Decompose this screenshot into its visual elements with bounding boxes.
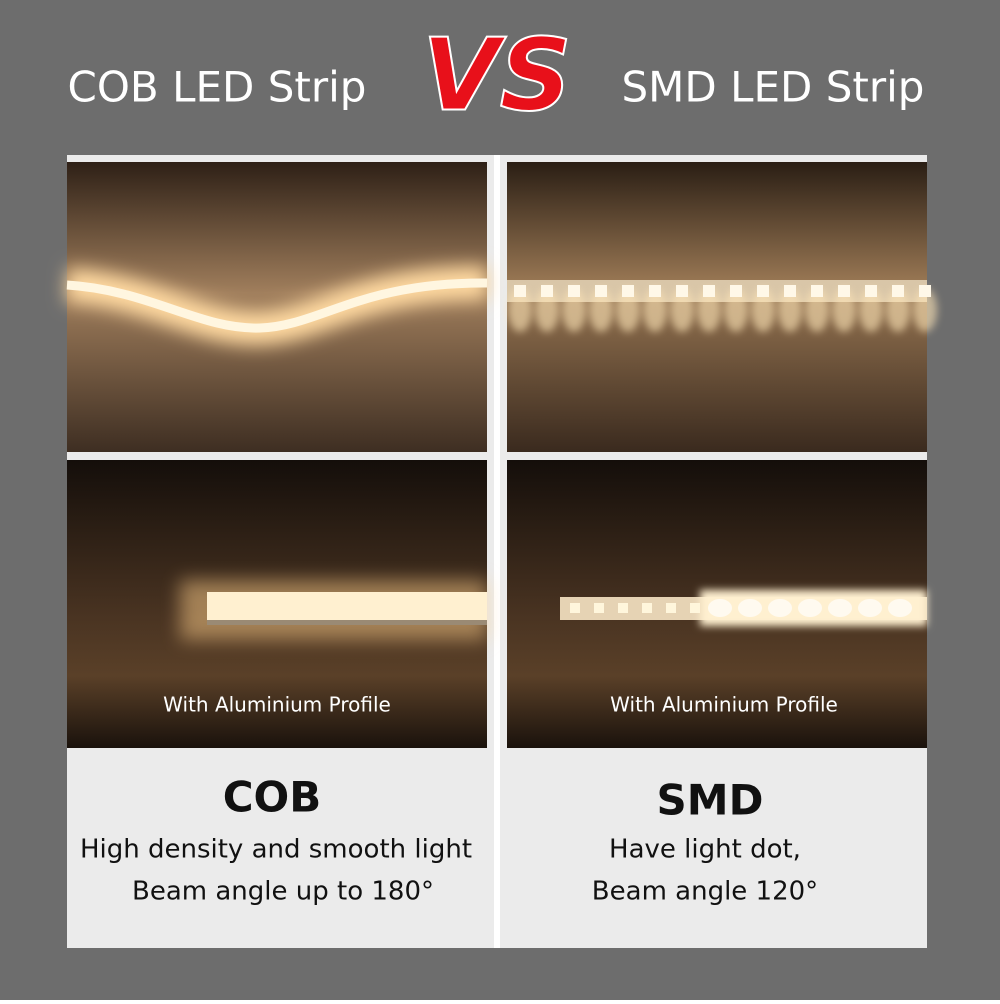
light-glow (697, 288, 721, 332)
light-glow (535, 288, 559, 332)
led-chip (757, 285, 769, 297)
led-chip (622, 285, 634, 297)
light-glow (778, 288, 802, 332)
led-chip (730, 285, 742, 297)
led-chip (784, 285, 796, 297)
light-glow (913, 288, 937, 332)
led-chip (838, 285, 850, 297)
led-chip (690, 603, 700, 613)
led-chip (666, 603, 676, 613)
panel-line: High density and smooth light (80, 835, 472, 865)
led-chip (892, 285, 904, 297)
led-chip (541, 285, 553, 297)
divider (494, 155, 500, 948)
light-glow (751, 288, 775, 332)
light-glow (832, 288, 856, 332)
led-chip (865, 285, 877, 297)
led-chip (595, 285, 607, 297)
led-chip (618, 603, 628, 613)
light-glow (859, 288, 883, 332)
led-chip (919, 285, 931, 297)
light-dot (888, 599, 912, 617)
strip (66, 278, 488, 333)
panel-name: COB (223, 773, 322, 822)
light-glow (508, 288, 532, 332)
led-chip (642, 603, 652, 613)
right-title: SMD LED Strip (622, 63, 925, 112)
led-chip (594, 603, 604, 613)
light-glow (562, 288, 586, 332)
left-title: COB LED Strip (68, 63, 367, 112)
light-glow (805, 288, 829, 332)
led-chip (649, 285, 661, 297)
profile-base (207, 620, 487, 625)
light-glow (589, 288, 613, 332)
photo-caption: With Aluminium Profile (163, 693, 391, 717)
led-chip (811, 285, 823, 297)
light-dot (858, 599, 882, 617)
light-dot (828, 599, 852, 617)
panel-line: Beam angle 120° (592, 877, 818, 907)
light-dot (708, 599, 732, 617)
light-dot (798, 599, 822, 617)
profile (207, 592, 487, 622)
light-dot (738, 599, 762, 617)
led-chip (514, 285, 526, 297)
photo-cob-profile (67, 460, 487, 748)
led-chip (568, 285, 580, 297)
light-glow (724, 288, 748, 332)
led-chip (676, 285, 688, 297)
light-glow (886, 288, 910, 332)
photo-smd-strip (507, 162, 937, 452)
vs-label: VS (422, 16, 571, 133)
light-glow (670, 288, 694, 332)
light-glow (616, 288, 640, 332)
photo-cob-strip (65, 162, 488, 452)
led-chip (570, 603, 580, 613)
light-glow (643, 288, 667, 332)
panel-name: SMD (657, 776, 764, 825)
light-dot (768, 599, 792, 617)
panel-line: Beam angle up to 180° (132, 877, 434, 907)
photo-caption: With Aluminium Profile (610, 693, 838, 717)
photo-smd-profile (507, 460, 927, 748)
led-chip (703, 285, 715, 297)
panel-line: Have light dot, (609, 835, 801, 865)
